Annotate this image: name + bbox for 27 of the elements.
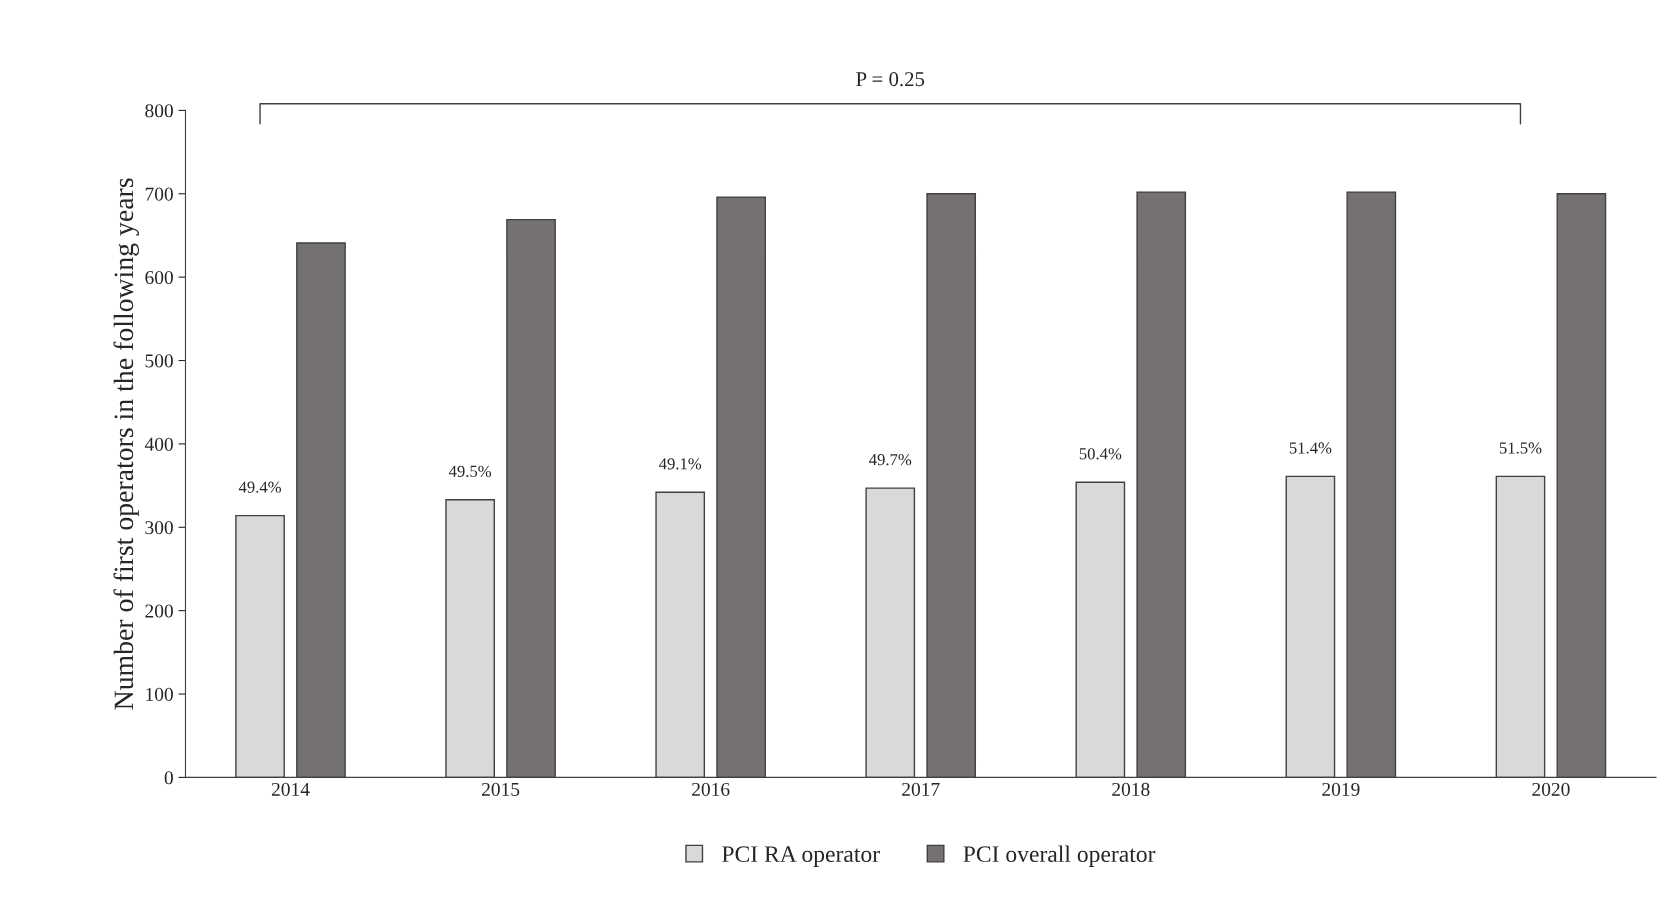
x-tick-label: 2014 <box>271 782 310 796</box>
annotation: 49.7% <box>869 454 912 466</box>
y-tick-label: 400 <box>144 437 173 451</box>
y-tick-label: 800 <box>145 104 173 118</box>
x-tick-label: 2019 <box>1322 782 1360 796</box>
y-tick-label: 300 <box>145 521 173 535</box>
annotation: 49.4% <box>238 481 282 493</box>
legend-label: PCI RA operator <box>722 846 880 867</box>
y-tick-label: 200 <box>145 604 173 618</box>
x-tick-label: 2020 <box>1532 782 1570 796</box>
legend-label: PCI overall operator <box>963 845 1156 867</box>
x-tick-label: 2015 <box>481 782 520 796</box>
x-tick-label: 2016 <box>692 782 730 796</box>
y-tick-label: 100 <box>146 687 173 701</box>
text: P = 0.25 <box>856 72 925 87</box>
y-tick-label: 0 <box>164 771 173 785</box>
annotation: 51.4% <box>1289 442 1332 454</box>
annotation: 49.5% <box>448 465 492 477</box>
x-tick-label: 2017 <box>902 782 940 796</box>
y-tick-label: 600 <box>145 270 173 285</box>
annotation: 49.1% <box>658 458 702 470</box>
annotation: 50.4% <box>1079 448 1122 460</box>
annotation: 51.5% <box>1499 442 1542 454</box>
x-tick-label: 2018 <box>1112 782 1150 796</box>
y-tick-label: 500 <box>145 354 173 368</box>
y-axis-title: Number of first operators in the following years <box>113 178 139 710</box>
y-tick-label: 700 <box>145 187 173 201</box>
